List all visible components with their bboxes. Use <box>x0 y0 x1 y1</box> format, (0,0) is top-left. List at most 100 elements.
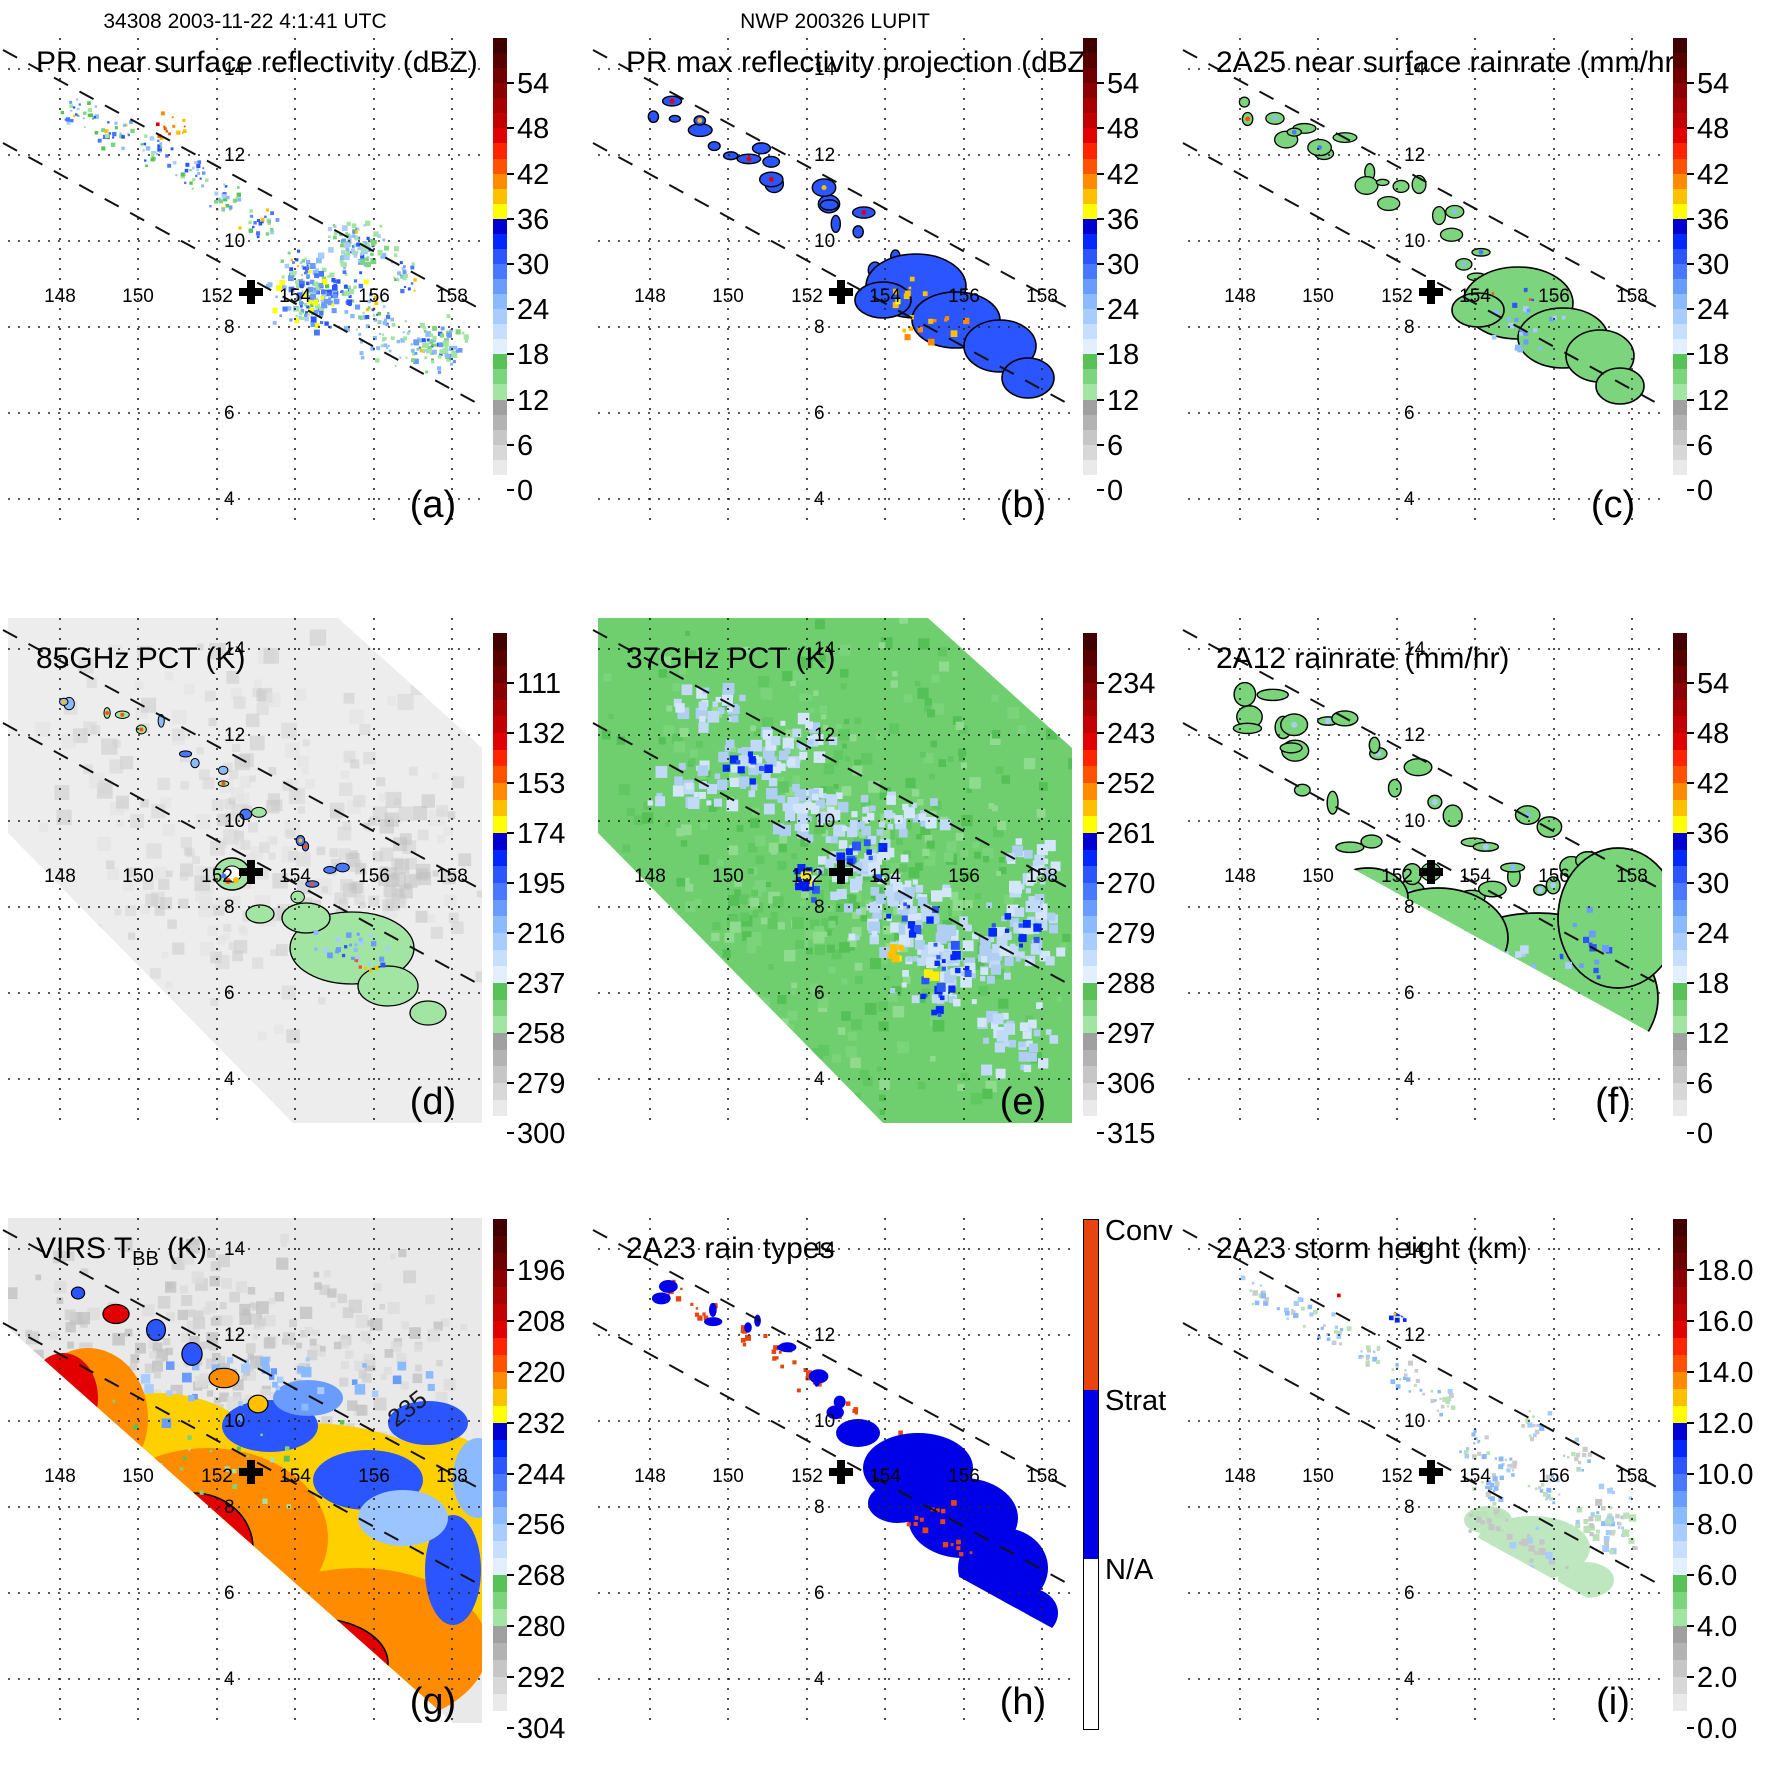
lat-label: 10 <box>224 231 245 252</box>
cyclone-center-marker <box>829 860 853 884</box>
swath-data-layer <box>60 98 469 374</box>
lon-label: 148 <box>634 1466 666 1487</box>
colorbar-segment <box>1673 983 1687 1000</box>
colorbar-segment <box>493 1083 507 1100</box>
colorbar-tick-label: 4.0 <box>1697 1611 1738 1644</box>
panel-title-b: PR max reflectivity projection (dBZ) <box>626 46 1096 85</box>
colorbar-segment <box>1673 1490 1687 1508</box>
cyclone-center-marker <box>829 1460 853 1484</box>
colorbar-tick <box>507 1574 514 1577</box>
colorbar-segment <box>1673 83 1687 99</box>
swath-edge-dashes <box>1182 49 1663 407</box>
colorbar-segment <box>1083 783 1097 800</box>
graticule <box>1188 618 1662 1123</box>
lat-label: 4 <box>814 1069 825 1090</box>
colorbar-tick <box>1097 682 1104 684</box>
lat-label: 4 <box>1404 1069 1415 1090</box>
colorbar-segment <box>493 1235 507 1253</box>
colorbar-segment <box>1673 899 1687 917</box>
grid-labels: 148 150 152 154 156 158 14 12 10 8 6 4 <box>1224 59 1648 510</box>
colorbar-segment <box>493 1116 507 1134</box>
colorbar-tick-label: 195 <box>517 868 566 900</box>
lat-label: 10 <box>1404 231 1425 252</box>
lat-label: 10 <box>814 231 835 252</box>
colorbar-segment <box>493 68 507 84</box>
colorbar-tick-label: 42 <box>517 158 550 191</box>
colorbar-tick <box>507 1472 514 1475</box>
colorbar-tick-label: 18 <box>1697 339 1730 372</box>
colorbar-segment <box>1083 53 1097 69</box>
lon-label: 150 <box>1302 1466 1334 1487</box>
colorbar-tick-label: 48 <box>517 113 550 146</box>
colorbar-segment <box>1673 1116 1687 1134</box>
panel-title-text: VIRS T <box>36 1232 133 1265</box>
panel-letter-a: (a) <box>409 484 457 526</box>
colorbar-segment <box>493 1677 507 1695</box>
lon-label: 154 <box>869 286 901 307</box>
colorbar-segment <box>1083 444 1097 460</box>
colorbar-segment <box>493 173 507 189</box>
colorbar-tick <box>1687 1032 1694 1034</box>
colorbar-segment <box>493 1711 507 1729</box>
colorbar-tick-label: 132 <box>517 718 566 750</box>
lat-label: 12 <box>224 1325 245 1346</box>
colorbar-tick-label: 30 <box>1697 249 1730 281</box>
panel-letter-i: (i) <box>1596 1681 1630 1723</box>
cyclone-center-marker <box>239 860 263 884</box>
colorbar-segment <box>1083 933 1097 950</box>
lon-label: 156 <box>948 286 980 307</box>
colorbar-tick <box>1687 308 1694 311</box>
colorbar-segment <box>1083 799 1097 817</box>
map-plot-h: 148 150 152 154 156 158 14 12 10 8 6 4 <box>592 1218 1073 1723</box>
lon-label: 156 <box>358 1466 390 1487</box>
colorbar-segment <box>493 1286 507 1304</box>
lat-label: 6 <box>814 983 825 1004</box>
panel-title-i: 2A23 storm height (km) <box>1216 1232 1528 1271</box>
lon-label: 150 <box>1302 286 1334 307</box>
colorbar-tick <box>507 1319 514 1322</box>
colorbar-tick <box>1097 263 1104 265</box>
colorbar-segment <box>493 649 507 667</box>
colorbar-segment <box>1673 749 1687 767</box>
colorbar-tick-label: 12 <box>1697 384 1730 417</box>
colorbar-tick <box>1687 982 1694 984</box>
colorbar-segment <box>1673 1507 1687 1525</box>
colorbar-segment <box>1673 1066 1687 1084</box>
colorbar-tick-label: 48 <box>1697 113 1730 146</box>
graticule <box>1188 1218 1662 1723</box>
colorbar-tick <box>1097 172 1104 175</box>
colorbar-segment <box>1083 883 1097 900</box>
colorbar-tick <box>507 308 514 311</box>
colorbar-segment <box>1083 38 1097 54</box>
colorbar-tick <box>1097 1032 1104 1034</box>
colorbar-tick-label: 24 <box>1107 294 1140 327</box>
colorbar-segment <box>493 1541 507 1559</box>
colorbar-segment <box>1673 143 1687 159</box>
colorbar-segment <box>1083 949 1097 967</box>
colorbar-tick-label: 42 <box>1697 768 1730 800</box>
colorbar-tick-label: 288 <box>1107 968 1156 1000</box>
lon-label: 152 <box>1381 1466 1413 1487</box>
colorbar-tick-label: 237 <box>517 968 566 1000</box>
colorbar-tick <box>1687 1082 1694 1084</box>
colorbar-tick <box>507 682 514 684</box>
colorbar-tick <box>1687 682 1694 684</box>
lat-label: 4 <box>1404 1669 1415 1690</box>
panel-letter-c: (c) <box>1590 484 1636 526</box>
colorbar-segment <box>1673 1235 1687 1253</box>
colorbar-tick <box>507 217 514 220</box>
lat-label: 12 <box>814 1325 835 1346</box>
colorbar-segment <box>1673 966 1687 984</box>
grid-labels: 148 150 152 154 156 158 14 12 10 8 6 4 <box>634 1239 1058 1690</box>
colorbar-segment <box>493 899 507 917</box>
colorbar-segment <box>1673 188 1687 204</box>
colorbar-segment <box>493 1252 507 1270</box>
colorbar-tick <box>507 882 514 884</box>
colorbar-segment <box>1673 1694 1687 1712</box>
colorbar-tick-label: 12 <box>1697 1018 1730 1050</box>
map-plot-c: 148 150 152 154 156 158 14 12 10 8 6 4 <box>1182 38 1663 526</box>
colorbar-tick-label: 153 <box>517 768 566 800</box>
lon-label: 150 <box>122 286 154 307</box>
colorbar-tick-label: 14.0 <box>1697 1356 1754 1389</box>
